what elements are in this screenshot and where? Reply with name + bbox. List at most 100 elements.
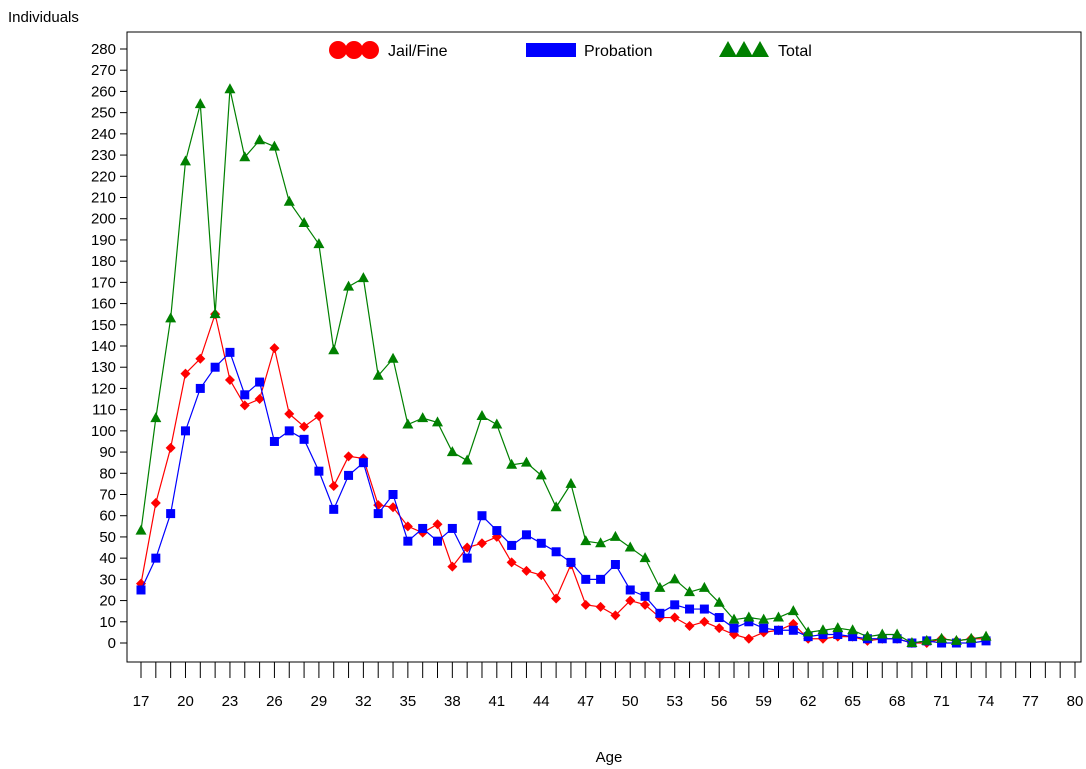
- data-point-jail-fine: [373, 500, 384, 511]
- data-point-probation: [685, 604, 695, 614]
- data-point-total: [743, 611, 755, 622]
- data-point-probation: [596, 574, 606, 584]
- data-point-total: [254, 134, 266, 145]
- data-point-total: [847, 624, 859, 635]
- x-tick-label: 71: [933, 693, 950, 710]
- data-point-probation: [714, 613, 724, 623]
- data-point-probation: [418, 523, 428, 533]
- data-point-total: [609, 530, 621, 541]
- data-point-total: [446, 446, 458, 457]
- y-tick-label: 230: [91, 147, 116, 164]
- y-tick-label: 150: [91, 317, 116, 334]
- x-tick-label: 26: [266, 693, 283, 710]
- data-point-probation: [610, 560, 620, 570]
- y-tick-label: 0: [108, 635, 116, 652]
- data-point-probation: [151, 553, 161, 563]
- data-point-total: [580, 535, 592, 546]
- data-point-probation: [195, 383, 205, 393]
- data-point-jail-fine: [506, 557, 517, 568]
- data-point-total: [298, 216, 310, 227]
- data-point-probation: [729, 623, 739, 633]
- legend-swatch-jail-fine: [329, 41, 347, 59]
- y-tick-label: 250: [91, 105, 116, 122]
- data-point-total: [639, 552, 651, 563]
- data-point-total: [684, 586, 696, 597]
- legend-item-total: Total: [719, 41, 812, 60]
- legend-label-jail-fine: Jail/Fine: [388, 43, 448, 60]
- data-point-jail-fine: [714, 623, 725, 634]
- data-point-probation: [566, 557, 576, 567]
- data-point-total: [876, 628, 888, 639]
- data-point-probation: [521, 530, 531, 540]
- data-point-total: [506, 458, 518, 469]
- data-point-total: [417, 412, 429, 423]
- data-point-probation: [699, 604, 709, 614]
- legend-swatch-total: [719, 41, 737, 57]
- data-point-probation: [299, 434, 309, 444]
- y-tick-label: 210: [91, 190, 116, 207]
- data-point-total: [179, 155, 191, 166]
- data-point-jail-fine: [580, 599, 591, 610]
- data-point-total: [950, 634, 962, 645]
- data-point-probation: [284, 426, 294, 436]
- data-point-jail-fine: [595, 601, 606, 612]
- legend-label-total: Total: [778, 43, 812, 60]
- series-line-total: [140, 89, 987, 644]
- x-tick-label: 29: [311, 693, 328, 710]
- y-tick-label: 180: [91, 253, 116, 270]
- data-point-jail-fine: [610, 610, 621, 621]
- data-point-total: [624, 541, 636, 552]
- data-point-total: [268, 140, 280, 151]
- data-point-jail-fine: [165, 442, 176, 453]
- y-tick-label: 20: [99, 593, 116, 610]
- series-total: [135, 83, 992, 647]
- data-point-total: [669, 573, 681, 584]
- data-point-probation: [344, 470, 354, 480]
- y-tick-label: 220: [91, 168, 116, 185]
- x-tick-label: 38: [444, 693, 461, 710]
- plot-frame: [126, 31, 1082, 663]
- data-point-total: [832, 622, 844, 633]
- data-point-probation: [433, 536, 443, 546]
- data-point-total: [224, 83, 236, 94]
- data-point-probation: [551, 547, 561, 557]
- data-point-total: [520, 456, 532, 467]
- x-tick-label: 47: [577, 693, 594, 710]
- legend-swatch-total: [751, 41, 769, 57]
- y-tick-label: 10: [99, 614, 116, 631]
- data-point-jail-fine: [224, 374, 235, 385]
- data-point-total: [432, 416, 444, 427]
- data-point-probation: [877, 634, 887, 644]
- data-point-jail-fine: [447, 561, 458, 572]
- y-tick-label: 130: [91, 359, 116, 376]
- data-point-jail-fine: [269, 343, 280, 354]
- y-tick-label: 190: [91, 232, 116, 249]
- data-point-total: [861, 630, 873, 641]
- data-point-total: [772, 611, 784, 622]
- y-tick-label: 60: [99, 508, 116, 525]
- series-line-jail-fine: [140, 311, 987, 644]
- data-point-probation: [892, 634, 902, 644]
- data-point-probation: [136, 585, 146, 595]
- data-point-probation: [507, 540, 517, 550]
- x-tick-label: 56: [711, 693, 728, 710]
- y-tick-label: 240: [91, 126, 116, 143]
- data-point-jail-fine: [551, 593, 562, 604]
- data-point-probation: [314, 466, 324, 476]
- x-tick-label: 32: [355, 693, 372, 710]
- y-tick-label: 110: [92, 402, 116, 419]
- data-point-total: [372, 369, 384, 380]
- data-point-jail-fine: [476, 538, 487, 549]
- y-tick-label: 140: [91, 338, 116, 355]
- legend: Jail/Fine Probation Total: [329, 41, 812, 60]
- data-point-probation: [670, 600, 680, 610]
- data-point-probation: [966, 638, 976, 648]
- data-point-total: [194, 98, 206, 109]
- data-point-jail-fine: [195, 353, 206, 364]
- y-tick-label: 160: [91, 296, 116, 313]
- x-tick-label: 53: [666, 693, 683, 710]
- legend-item-probation: Probation: [526, 43, 653, 60]
- data-point-total: [965, 632, 977, 643]
- data-point-total: [476, 410, 488, 421]
- y-axis-title: Individuals: [8, 9, 79, 26]
